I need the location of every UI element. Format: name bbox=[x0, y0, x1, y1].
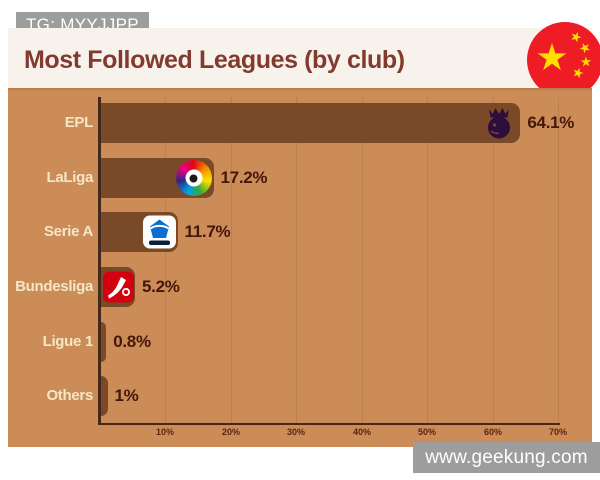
value-label: 0.8% bbox=[113, 332, 151, 351]
bar-row-seriea: Serie A 11.7% bbox=[8, 211, 592, 253]
bar-row-bundesliga: Bundesliga 5.2% bbox=[8, 266, 592, 308]
bar-row-ligue1: Ligue 1 0.8% bbox=[8, 321, 592, 363]
bar-laliga bbox=[101, 158, 214, 198]
category-label: Ligue 1 bbox=[42, 333, 94, 350]
bar-chart: EPL 64.1% LaLiga 17.2% bbox=[8, 88, 592, 447]
bar-others bbox=[101, 376, 108, 416]
category-label: Bundesliga bbox=[15, 278, 93, 295]
x-tick-label: 30% bbox=[286, 427, 305, 437]
bar-epl bbox=[101, 103, 521, 143]
category-label: Others bbox=[46, 387, 93, 404]
serie-a-logo-icon bbox=[142, 215, 176, 249]
website-watermark-badge: www.geekung.com bbox=[413, 442, 600, 473]
bar-seriea bbox=[101, 212, 178, 252]
laliga-logo-icon bbox=[175, 160, 212, 196]
bar-row-epl: EPL 64.1% bbox=[8, 102, 592, 144]
x-axis-line bbox=[98, 423, 560, 425]
category-label: EPL bbox=[64, 114, 94, 131]
x-tick-label: 70% bbox=[548, 427, 567, 437]
value-label: 17.2% bbox=[220, 168, 268, 187]
value-label: 5.2% bbox=[142, 277, 180, 296]
x-tick-label: 20% bbox=[221, 427, 240, 437]
x-tick-label: 10% bbox=[155, 427, 174, 437]
bundesliga-logo-icon bbox=[103, 271, 135, 303]
bar-row-others: Others 1% bbox=[8, 375, 592, 417]
x-tick-label: 50% bbox=[417, 427, 436, 437]
value-label: 11.7% bbox=[184, 222, 231, 241]
header-band bbox=[8, 28, 592, 88]
category-label: Serie A bbox=[43, 223, 93, 240]
y-axis-line bbox=[98, 97, 101, 425]
x-tick-label: 40% bbox=[352, 427, 371, 437]
soccer-ball-icon bbox=[185, 169, 203, 187]
chart-title: Most Followed Leagues (by club) bbox=[24, 46, 405, 74]
value-label: 64.1% bbox=[527, 113, 575, 132]
value-label: 1% bbox=[114, 386, 139, 405]
premier-league-lion-icon bbox=[488, 108, 511, 139]
category-label: LaLiga bbox=[46, 169, 93, 186]
x-tick-label: 60% bbox=[483, 427, 502, 437]
bar-ligue1 bbox=[101, 322, 107, 362]
china-flag-icon bbox=[527, 22, 600, 98]
bar-row-laliga: LaLiga 17.2% bbox=[8, 157, 592, 199]
bar-bundesliga bbox=[101, 267, 136, 307]
